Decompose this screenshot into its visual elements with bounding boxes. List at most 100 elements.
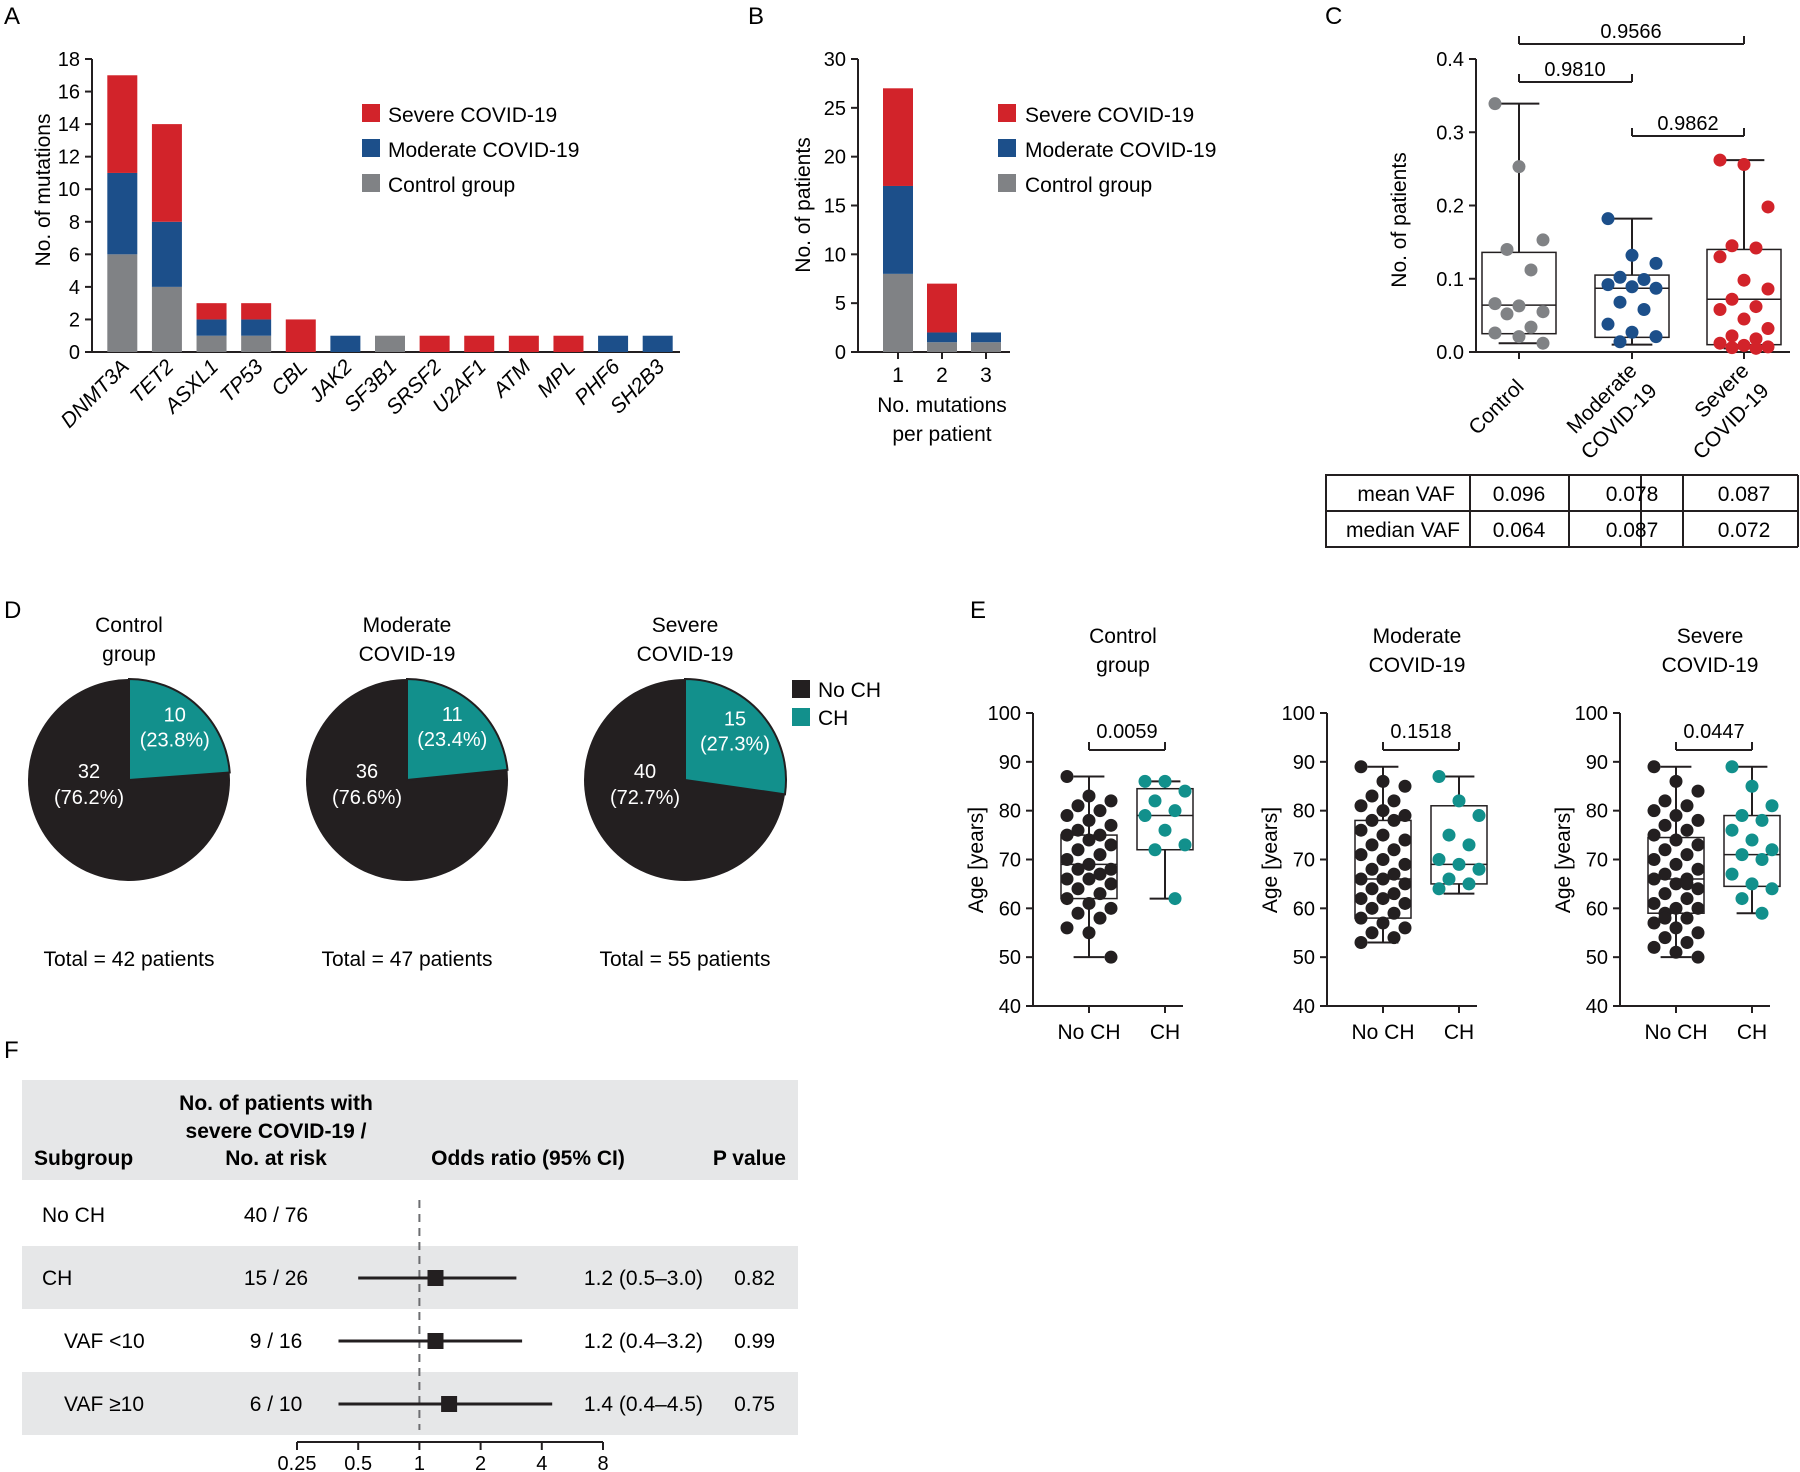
age-noch-point bbox=[1082, 872, 1096, 886]
pie-label-ch-pct: (23.8%) bbox=[140, 729, 210, 751]
bar-ATM-severe bbox=[508, 335, 539, 352]
age-plot-sig-bracket bbox=[1088, 742, 1166, 751]
panel-a-legend: Severe COVID-19 Moderate COVID-19 Contro… bbox=[362, 104, 579, 197]
pie-label-ch-count: 15 bbox=[724, 709, 746, 731]
age-noch-point bbox=[1680, 936, 1694, 950]
age-ch-point bbox=[1735, 848, 1749, 862]
pie-control: Control group 10 (23.8%) 32 (76.2%) Total = 42… bbox=[28, 614, 231, 971]
age-noch-point bbox=[1658, 843, 1672, 857]
age-noch-point bbox=[1365, 901, 1379, 915]
forest-or-marker bbox=[427, 1270, 444, 1286]
age-plot-ylabel: Age [years] bbox=[1259, 807, 1282, 913]
panel-b-x-tick-label: 1 bbox=[892, 364, 904, 387]
forest-row-count: 9 / 16 bbox=[250, 1330, 303, 1353]
panel-label-e: E bbox=[970, 597, 986, 624]
age-plot-ylabel: Age [years] bbox=[1552, 807, 1575, 913]
pie-label-ch-count: 11 bbox=[442, 704, 463, 726]
vaf-cell: 0.064 bbox=[1493, 519, 1546, 542]
forest-x-tick-label: 4 bbox=[536, 1453, 547, 1472]
age-noch-point bbox=[1060, 828, 1074, 842]
age-noch-point bbox=[1691, 862, 1705, 876]
panel-a-y-tick-label: 6 bbox=[69, 244, 80, 266]
forest-row: CH 15 / 26 1.2 (0.5–3.0) 0.82 bbox=[42, 1267, 775, 1290]
vaf-control-box bbox=[1481, 251, 1557, 335]
age-noch-point bbox=[1354, 936, 1368, 950]
forest-x-tick-label: 2 bbox=[475, 1453, 486, 1472]
age-noch-point bbox=[1093, 887, 1107, 901]
panel-label-d: D bbox=[4, 597, 21, 624]
age-noch-point bbox=[1354, 872, 1368, 886]
panel-a-y-tick-label: 4 bbox=[69, 277, 80, 299]
age-plot-y-tick-label: 80 bbox=[1293, 801, 1315, 823]
vaf-severe-point bbox=[1749, 341, 1763, 355]
panel-label-a: A bbox=[4, 3, 20, 30]
vaf-moderate-point bbox=[1625, 325, 1639, 339]
pie-title-line2: COVID-19 bbox=[359, 643, 456, 666]
age-noch-point bbox=[1354, 799, 1368, 813]
vaf-moderate-point bbox=[1649, 256, 1663, 270]
age-plot-y-tick-label: 70 bbox=[999, 850, 1021, 872]
age-noch-point bbox=[1669, 877, 1683, 891]
age-noch-point bbox=[1658, 931, 1672, 945]
panel-b-y-tick-label: 0 bbox=[835, 342, 846, 364]
bar-MPL-severe bbox=[553, 335, 584, 352]
age-plot-title-line1: Control bbox=[1089, 625, 1157, 648]
panel-c-y-tick-label: 0.4 bbox=[1436, 49, 1464, 71]
age-noch-point bbox=[1669, 901, 1683, 915]
bar-1-moderate bbox=[883, 185, 913, 274]
vaf-moderate-point bbox=[1601, 317, 1615, 331]
sig-p-moderate-severe: 0.9862 bbox=[1657, 113, 1718, 135]
forest-or-text: 1.4 (0.4–4.5) bbox=[584, 1393, 703, 1416]
panel-f-forest-plot: Subgroup No. of patients with severe COV… bbox=[22, 1080, 798, 1472]
vaf-severe-point bbox=[1737, 338, 1751, 352]
age-ch-point bbox=[1148, 794, 1162, 808]
age-plot-x-label-ch: CH bbox=[1150, 1021, 1180, 1044]
panel-a-chart: No. of mutations 0 2 4 6 8 10 12 14 16 18 DNMT3A T… bbox=[32, 49, 680, 433]
panel-c-significance: 0.9566 0.9810 0.9862 bbox=[1518, 21, 1745, 137]
vaf-severe-point bbox=[1725, 292, 1739, 306]
age-noch-point bbox=[1387, 867, 1401, 881]
age-plot-x-label-noch: No CH bbox=[1057, 1021, 1120, 1044]
age-noch-point bbox=[1093, 911, 1107, 925]
vaf-control-point bbox=[1536, 233, 1550, 247]
bar-3-moderate bbox=[971, 332, 1001, 343]
vaf-moderate-point bbox=[1601, 212, 1615, 226]
vaf-cell: 0.078 bbox=[1606, 483, 1659, 506]
legend-swatch-control bbox=[362, 174, 380, 192]
age-noch-point bbox=[1376, 872, 1390, 886]
vaf-severe-point bbox=[1725, 239, 1739, 253]
panel-label-b: B bbox=[748, 3, 764, 30]
age-plot-y-tick-label: 90 bbox=[999, 752, 1021, 774]
age-ch-point bbox=[1168, 804, 1182, 818]
bar-SH2B3-moderate bbox=[642, 335, 673, 352]
forest-row: VAF <10 9 / 16 1.2 (0.4–3.2) 0.99 bbox=[64, 1330, 775, 1353]
age-noch-point bbox=[1647, 804, 1661, 818]
forest-p-value: 0.82 bbox=[734, 1267, 775, 1290]
age-noch-point bbox=[1669, 921, 1683, 935]
legend-swatch-ch bbox=[792, 708, 810, 726]
age-ch-box bbox=[1136, 787, 1194, 851]
legend-swatch-control bbox=[998, 174, 1016, 192]
age-noch-point bbox=[1398, 896, 1412, 910]
age-noch-point bbox=[1647, 853, 1661, 866]
vaf-control-point bbox=[1488, 326, 1502, 340]
age-ch-point bbox=[1432, 882, 1446, 896]
age-noch-point bbox=[1104, 818, 1118, 832]
legend-label-severe: Severe COVID-19 bbox=[1025, 104, 1194, 127]
vaf-moderate-point bbox=[1649, 330, 1663, 344]
forest-x-tick-label: 1 bbox=[414, 1453, 425, 1472]
age-plot-x-label-noch: No CH bbox=[1644, 1021, 1707, 1044]
age-noch-point bbox=[1354, 848, 1368, 862]
bar-DNMT3A-control bbox=[107, 254, 138, 352]
vaf-severe-point bbox=[1713, 336, 1727, 350]
age-ch-point bbox=[1462, 838, 1476, 852]
age-noch-point bbox=[1365, 838, 1379, 852]
vaf-cell: 0.096 bbox=[1493, 483, 1546, 506]
panel-c-y-tick-label: 0.1 bbox=[1436, 269, 1464, 291]
forest-row-count: 15 / 26 bbox=[244, 1267, 308, 1290]
forest-header-p: P value bbox=[713, 1147, 786, 1170]
age-plot-moderate: Moderate COVID-19 Age [years] 40 50 60 70 80 90 1… bbox=[1259, 625, 1488, 1044]
age-plot-p-value: 0.1518 bbox=[1390, 721, 1451, 743]
vaf-severe-point bbox=[1749, 300, 1763, 314]
vaf-severe-point bbox=[1713, 250, 1727, 264]
